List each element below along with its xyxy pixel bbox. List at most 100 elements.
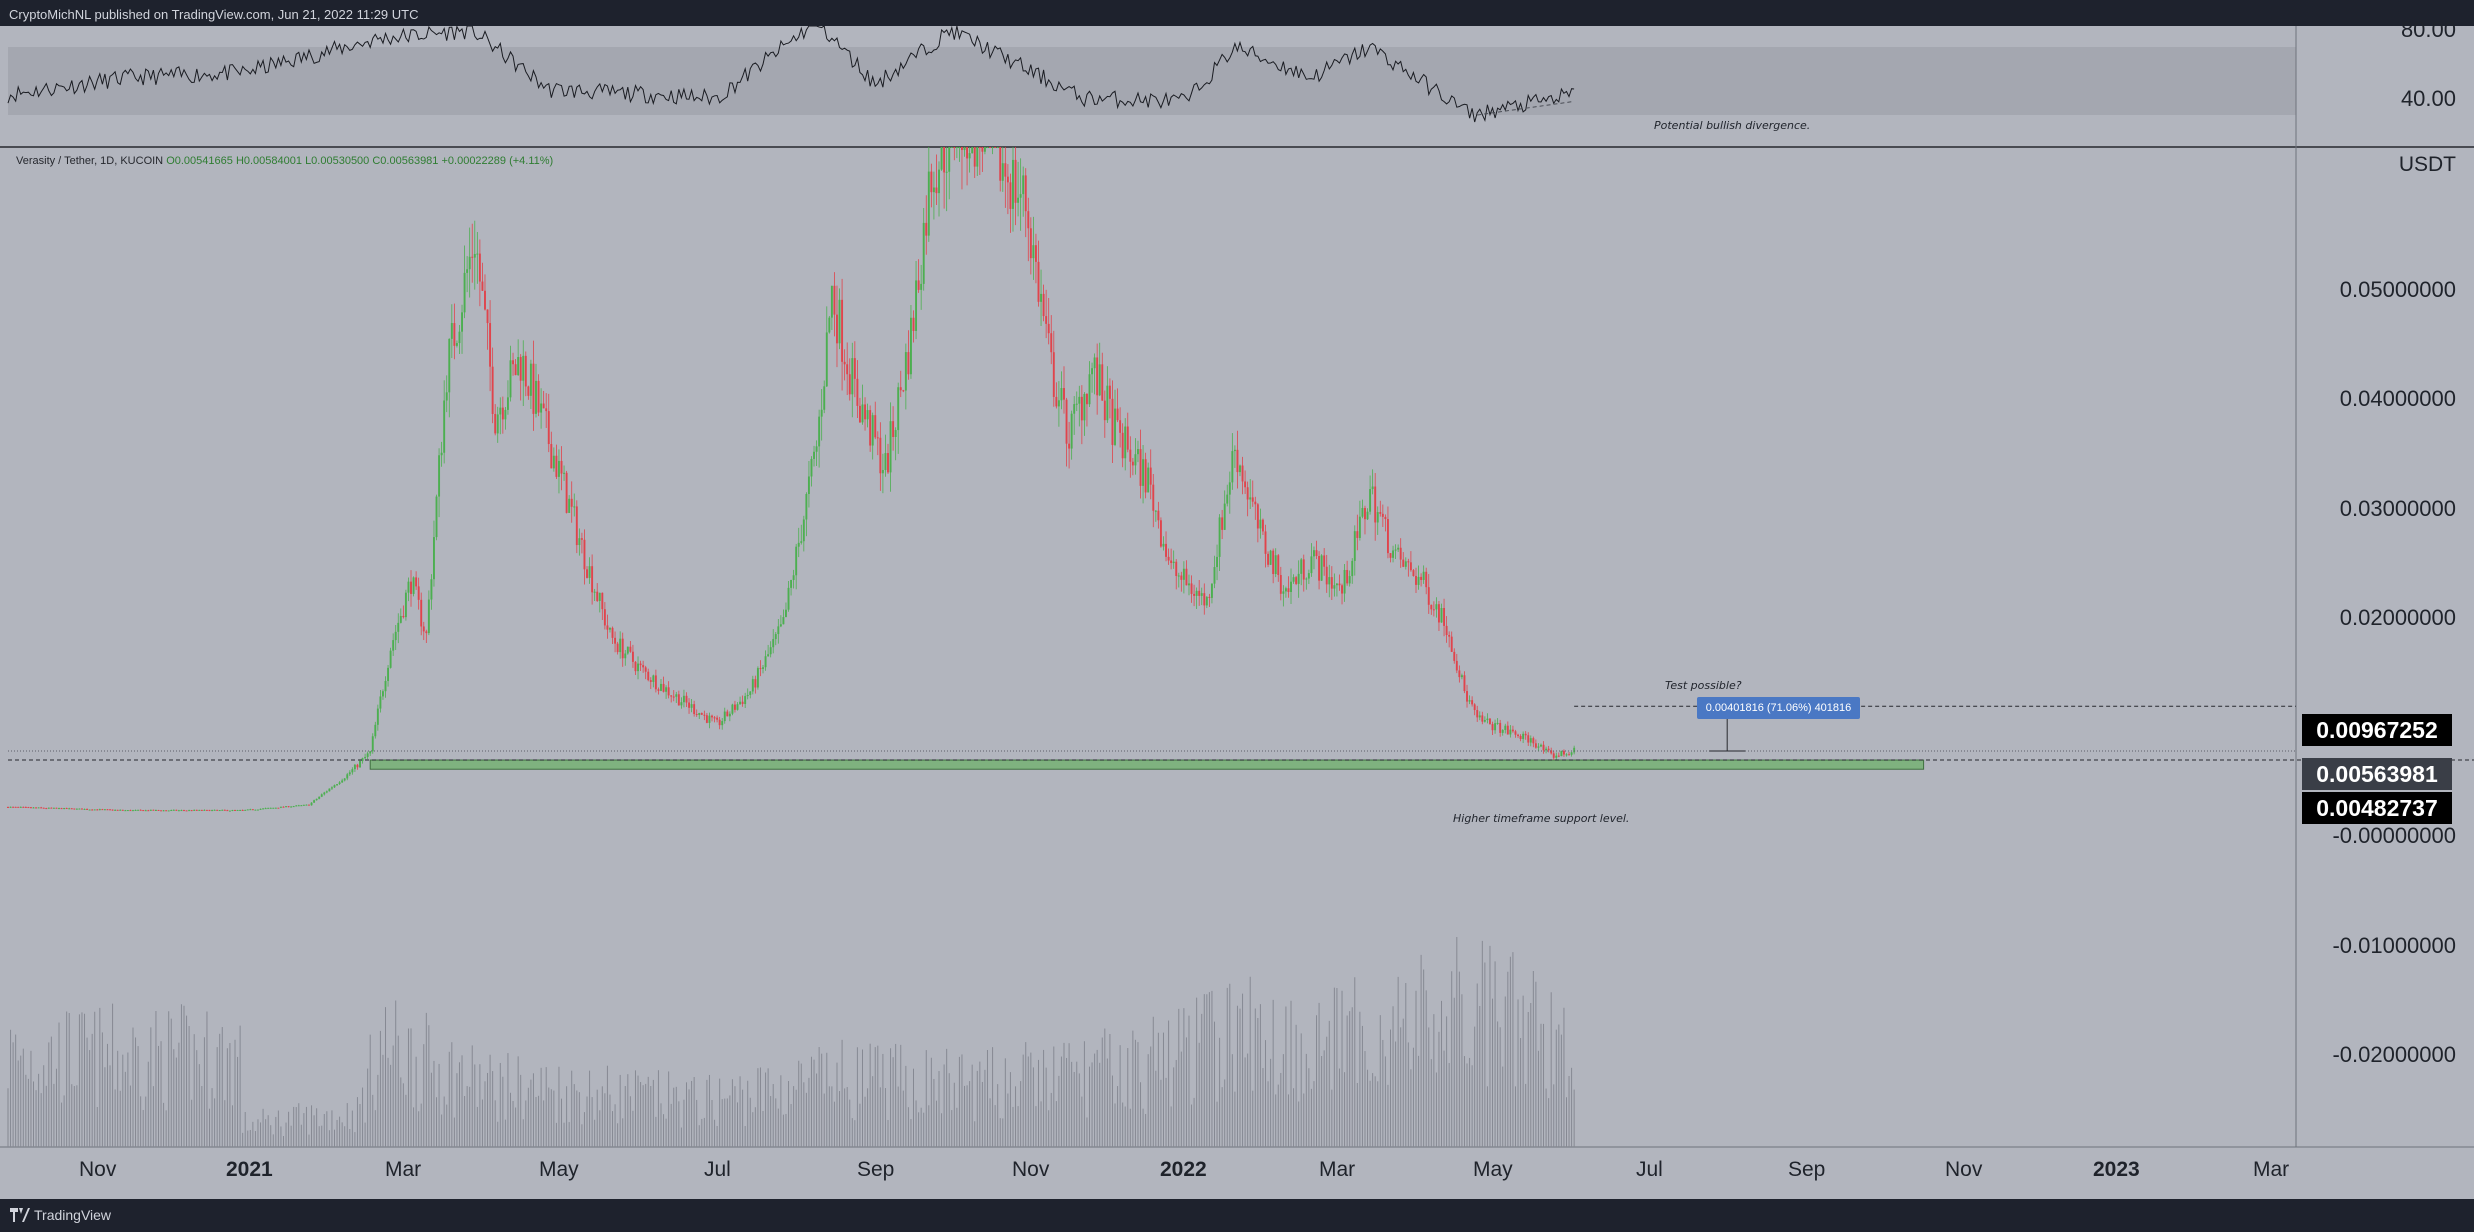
candle-body [1489, 718, 1491, 725]
candle-body [744, 696, 747, 705]
candle-body [315, 798, 318, 801]
candle-body [522, 355, 525, 381]
candle-body [593, 591, 596, 593]
candle-body [1114, 408, 1116, 445]
candle-body [22, 806, 25, 808]
candle-body [463, 272, 466, 313]
candle-body [1233, 449, 1236, 452]
candle-body [188, 810, 191, 812]
candle-body [282, 806, 285, 808]
candle-body [425, 631, 428, 634]
candle-body [550, 444, 553, 469]
candle-body [1440, 608, 1443, 623]
rsi-note: Potential bullish divergence. [1654, 119, 1811, 132]
candle-body [1185, 568, 1188, 586]
candle-body [499, 407, 502, 415]
candle-body [353, 764, 356, 770]
candle-body [1086, 393, 1088, 405]
candle-body [1284, 588, 1287, 592]
candle-body [274, 807, 277, 809]
candle-body [144, 810, 147, 812]
rsi-divergence-line [1477, 100, 1575, 116]
candle-body [825, 332, 828, 387]
candle-body [58, 808, 60, 810]
candle-body [279, 806, 282, 808]
candle-body [17, 806, 20, 808]
candle-body [1249, 497, 1252, 500]
candle-body [841, 299, 844, 362]
candle-body [1093, 357, 1096, 369]
candle-body [93, 809, 96, 811]
candle-body [672, 696, 675, 698]
candle-body [106, 809, 109, 811]
candle-body [1292, 577, 1295, 582]
candle-body [1065, 399, 1068, 444]
candle-body [318, 796, 321, 799]
candle-body [573, 506, 576, 508]
candle-body [1116, 408, 1119, 421]
candle-body [1277, 555, 1280, 576]
candle-body [308, 804, 310, 806]
candle-body [693, 704, 696, 715]
candle-body [172, 809, 175, 811]
candle-body [927, 171, 930, 236]
candle-body [1302, 559, 1305, 580]
candle-body [504, 409, 507, 420]
candle-body [24, 806, 27, 808]
candle-body [1527, 735, 1530, 743]
candle-body [540, 403, 543, 413]
candle-body [774, 634, 777, 640]
candle-body [642, 665, 645, 668]
candle-body [1262, 519, 1264, 532]
time-tick-5: Sep [857, 1158, 895, 1181]
candle-body [1098, 364, 1101, 396]
candle-body [527, 386, 530, 396]
candle-body [121, 809, 124, 811]
candle-body [1149, 467, 1152, 485]
candle-body [1244, 481, 1247, 488]
candle-body [453, 323, 456, 346]
candle-body [1333, 585, 1336, 589]
candle-body [484, 290, 486, 310]
candle-body [519, 357, 522, 381]
candle-body [1537, 746, 1540, 748]
candle-body [665, 687, 668, 692]
candle-body [629, 646, 632, 652]
candle-body [1111, 398, 1114, 445]
candle-body [1297, 573, 1300, 584]
candle-body [399, 615, 402, 623]
candle-body [1282, 591, 1285, 594]
candle-body [68, 808, 71, 810]
candle-body [772, 639, 775, 648]
candle-body [1358, 516, 1361, 538]
candle-body [422, 626, 425, 632]
candle-body [1565, 754, 1568, 756]
candle-body [369, 751, 372, 754]
time-tick-0: Nov [79, 1158, 117, 1181]
candle-body [731, 704, 734, 714]
candle-body [723, 711, 726, 722]
time-tick-11: Sep [1788, 1158, 1826, 1181]
candle-body [1524, 733, 1527, 736]
candle-body [764, 656, 767, 668]
candle-body [542, 403, 545, 409]
candle-body [489, 323, 492, 367]
candle-body [195, 809, 198, 811]
candle-body [1506, 725, 1509, 735]
candle-body [688, 702, 690, 708]
candle-body [1369, 489, 1372, 512]
candle-body [754, 679, 757, 688]
candle-body [193, 809, 196, 811]
time-tick-6: Nov [1012, 1158, 1050, 1181]
candle-body [1417, 576, 1420, 585]
candle-body [1471, 700, 1474, 705]
candle-body [88, 809, 91, 811]
candle-body [404, 592, 407, 618]
candle-body [955, 147, 958, 148]
candle-body [971, 147, 974, 154]
candle-body [810, 458, 813, 477]
candle-body [65, 808, 68, 810]
candle-body [512, 360, 514, 365]
candle-body [1029, 228, 1032, 259]
